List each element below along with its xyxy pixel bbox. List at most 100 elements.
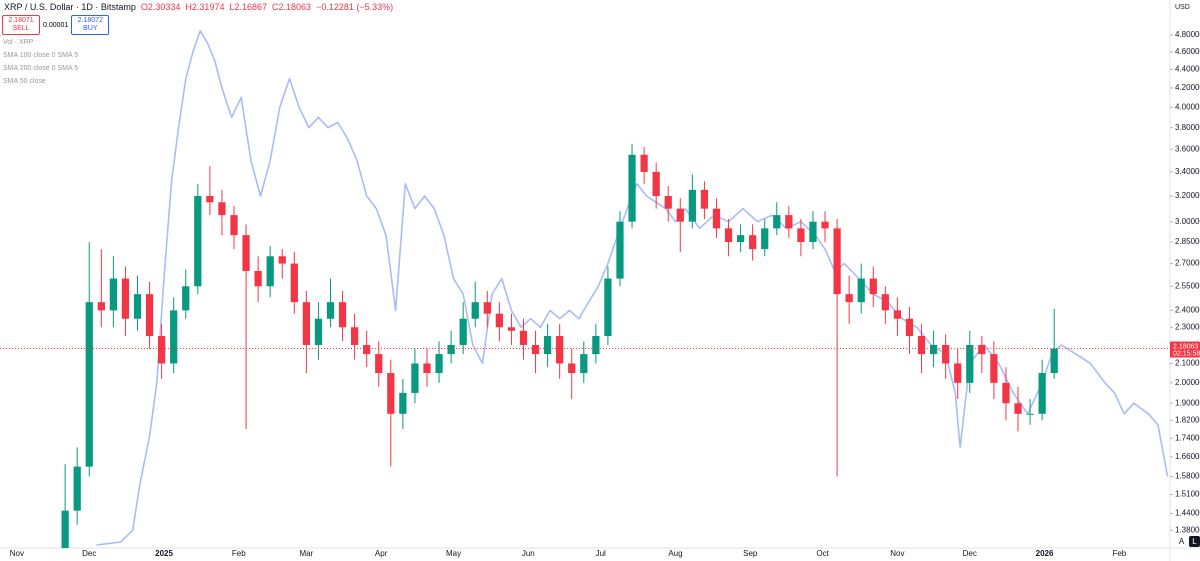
candle-body	[363, 344, 371, 355]
candle-body	[749, 235, 757, 250]
y-tick-label: 3.00000	[1175, 217, 1200, 226]
y-tick-label: 1.58000	[1175, 472, 1200, 481]
last-price-box	[1170, 341, 1200, 358]
sell-button[interactable]: 2.18071 SELL	[2, 15, 40, 35]
y-tick-label: 3.60000	[1175, 144, 1200, 153]
indicator[interactable]: Vol · XRP	[3, 39, 34, 46]
candle-body	[278, 256, 286, 264]
candle-body	[821, 221, 829, 229]
log-button[interactable]: L	[1189, 536, 1200, 547]
candle-body	[809, 221, 817, 243]
candle-body	[302, 302, 310, 345]
y-tick-label: 1.82000	[1175, 415, 1200, 424]
candle-body	[543, 336, 552, 355]
candle-body	[893, 310, 902, 319]
ohlc: L2.16867	[229, 2, 268, 12]
candle-body	[857, 278, 865, 303]
candle-body	[447, 344, 455, 355]
candle-body	[194, 196, 202, 287]
candle-body	[845, 294, 853, 303]
auto-button[interactable]: A	[1178, 537, 1185, 546]
x-tick-label: Nov	[10, 549, 24, 558]
sell-price: 2.18071	[8, 17, 34, 24]
spread: 0.00001	[43, 21, 69, 29]
candle-body	[206, 196, 214, 203]
candle-body	[773, 215, 781, 229]
y-tick-label: 1.90000	[1175, 398, 1200, 407]
candle-body	[423, 363, 431, 374]
symbol[interactable]: XRP / U.S. Dollar · 1D · Bitstamp	[4, 2, 136, 12]
y-tick-label: 1.38000	[1175, 525, 1200, 534]
candle-body	[411, 363, 419, 393]
indicator[interactable]: SMA 200 close 0 SMA 5	[3, 65, 79, 72]
candle-body	[182, 286, 190, 311]
candle-body	[700, 189, 709, 209]
candle-body	[483, 302, 491, 314]
y-tick-label: 2.55000	[1175, 281, 1200, 290]
candle-body	[351, 327, 359, 345]
candle-body	[929, 344, 938, 355]
x-tick-label: Jun	[522, 549, 535, 558]
y-tick-label: 2.85000	[1175, 237, 1200, 246]
indicator[interactable]: SMA 50 close	[3, 78, 46, 85]
change: −0.12281 (−5.33%)	[316, 2, 394, 12]
candle-body	[97, 302, 105, 311]
buy-price: 2.18072	[77, 17, 103, 24]
candle-body	[326, 302, 335, 319]
candle-body	[73, 466, 81, 511]
x-tick-label: 2026	[1036, 549, 1054, 558]
ohlc: C2.18063	[272, 2, 312, 12]
y-tick-label: 1.51000	[1175, 490, 1200, 499]
candle-body	[109, 278, 117, 311]
y-tick-label: 3.40000	[1175, 167, 1200, 176]
candle-body	[736, 235, 745, 243]
candle-body	[978, 344, 986, 355]
candle-body	[881, 294, 889, 311]
candle-body	[664, 196, 672, 209]
candle-body	[1038, 373, 1046, 414]
buy-button[interactable]: 2.18072 BUY	[71, 15, 110, 35]
candle-body	[640, 154, 648, 172]
ohlc: O2.30334	[140, 2, 181, 12]
candle-body	[568, 363, 576, 374]
candle-body	[966, 344, 974, 383]
candle-body	[580, 354, 588, 374]
candle-body	[531, 344, 540, 355]
y-tick-label: 2.40000	[1175, 305, 1200, 314]
indicator[interactable]: SMA 100 close 0 SMA 5	[3, 52, 79, 59]
x-tick-label: Apr	[375, 549, 388, 558]
candle-body	[556, 336, 564, 364]
candle-body	[459, 318, 467, 345]
x-tick-label: Oct	[816, 549, 829, 558]
x-tick-label: Dec	[963, 549, 977, 558]
y-tick-label: 4.60000	[1175, 47, 1200, 56]
y-tick-label: 4.80000	[1175, 30, 1200, 39]
candle-body	[1026, 413, 1034, 415]
candle-body	[712, 208, 721, 229]
y-tick-label: 4.40000	[1175, 65, 1200, 74]
candle-body	[954, 363, 962, 383]
x-tick-label: Aug	[668, 549, 682, 558]
candle-body	[133, 294, 142, 319]
sell-label: SELL	[12, 25, 30, 32]
x-tick-label: Sep	[743, 549, 758, 558]
y-tick-label: 3.80000	[1175, 123, 1200, 132]
candle-body	[785, 215, 793, 229]
candle-body	[85, 302, 93, 467]
candle-body	[942, 344, 950, 364]
candle-body	[61, 510, 69, 548]
candle-body	[833, 228, 841, 295]
candle-body	[519, 330, 528, 345]
countdown: 02:15:58	[1173, 350, 1200, 357]
currency[interactable]: USD	[1175, 4, 1190, 11]
candle-body	[990, 354, 998, 383]
candle-body	[435, 354, 443, 374]
x-tick-label: Feb	[232, 549, 246, 558]
candle-body	[724, 228, 733, 243]
y-tick-label: 2.30000	[1175, 322, 1200, 331]
candle-body	[338, 302, 347, 328]
y-tick-label: 1.74000	[1175, 433, 1200, 442]
candle-body	[471, 302, 479, 319]
